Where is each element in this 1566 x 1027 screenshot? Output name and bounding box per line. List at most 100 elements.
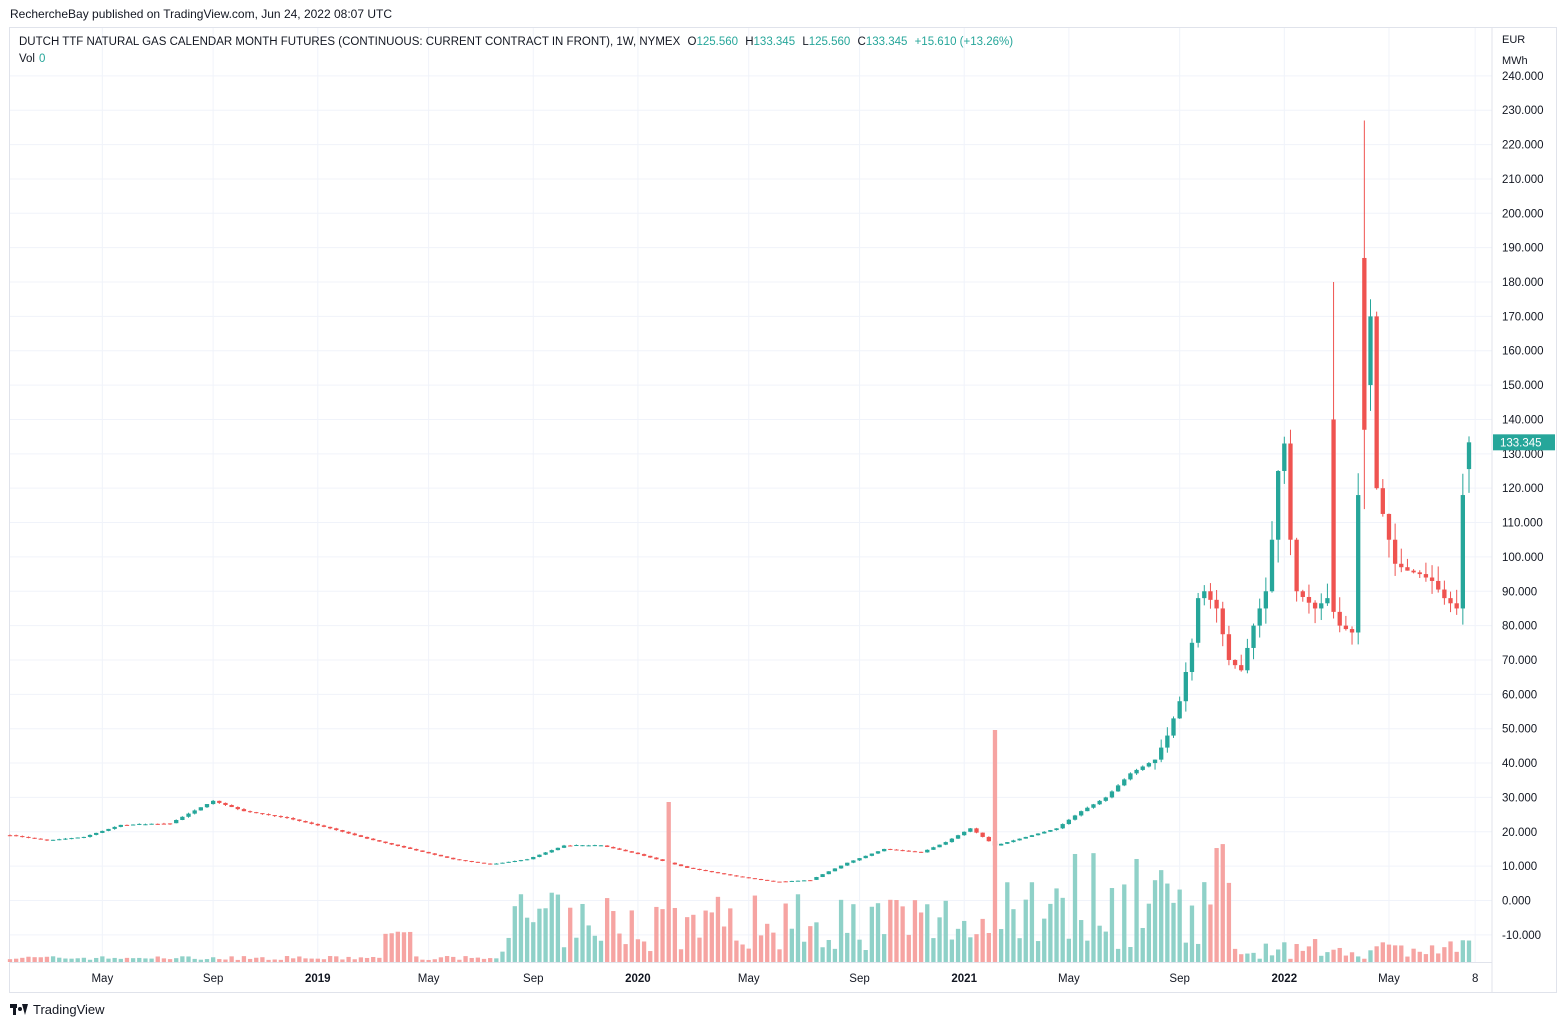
volume-bar (1115, 948, 1121, 962)
candle-body (672, 862, 678, 865)
candle-body (1454, 603, 1459, 609)
candle-body (1226, 634, 1232, 660)
y-tick-label: 100.000 (1502, 552, 1544, 564)
volume-bar (364, 957, 370, 962)
candle-body (463, 860, 468, 862)
candle-body (1079, 811, 1084, 816)
candle-body (420, 850, 425, 852)
volume-bar (648, 951, 653, 962)
candle-body (81, 836, 87, 838)
candle-body (1171, 718, 1176, 736)
x-tick-label: 2022 (1272, 973, 1298, 985)
candle-body (87, 834, 93, 837)
volume-bar (574, 937, 579, 962)
volume-bar (1091, 853, 1096, 962)
candle-body (38, 838, 43, 840)
candle-body (1109, 791, 1115, 798)
x-tick-label: 2019 (305, 973, 331, 985)
volume-bar (568, 907, 573, 962)
candle-body (130, 824, 136, 826)
volume-bar (161, 958, 167, 962)
volume-bar (87, 959, 93, 962)
tradingview-brand[interactable]: TradingView (10, 1002, 105, 1017)
candle-body (327, 826, 333, 829)
volume-bar (395, 931, 400, 962)
low-value: 125.560 (808, 36, 851, 48)
volume-bar (1343, 955, 1349, 962)
volume-bar (1054, 888, 1059, 962)
candle-body (14, 835, 19, 837)
candle-body (765, 879, 770, 881)
volume-bar (518, 894, 524, 962)
candle-body (1140, 766, 1145, 770)
y-tick-label: 160.000 (1502, 346, 1544, 358)
x-tick-label: May (1378, 973, 1400, 985)
volume-bar (180, 956, 185, 962)
candle-body (217, 800, 222, 803)
volume-bar (284, 956, 290, 962)
volume-bar (26, 956, 31, 962)
candle-body (1085, 807, 1090, 812)
candle-body (488, 863, 493, 865)
candle-body (1269, 539, 1275, 592)
volume-bar (1374, 946, 1379, 962)
volume-bar (1208, 904, 1213, 962)
x-tick-label: Sep (203, 973, 223, 985)
volume-bar (340, 959, 345, 962)
volume-bar (198, 959, 203, 962)
candle-body (1195, 598, 1201, 643)
candle-body (678, 864, 684, 867)
candle-body (1011, 840, 1016, 843)
candle-body (50, 839, 56, 841)
volume-bar (7, 959, 13, 962)
volume-bar (1226, 882, 1232, 962)
volume-bar (1183, 942, 1188, 962)
volume-bar (962, 920, 967, 962)
volume-bar (943, 900, 948, 962)
volume-bar (654, 906, 659, 962)
candle-body (734, 875, 739, 877)
symbol-legend[interactable]: DUTCH TTF NATURAL GAS CALENDAR MONTH FUT… (19, 36, 1013, 48)
candle-body (1251, 625, 1256, 648)
candle-body (882, 848, 887, 852)
candle-body (1128, 773, 1133, 780)
candle-body (1048, 830, 1053, 832)
volume-bar (949, 939, 955, 962)
y-tick-label: 180.000 (1502, 277, 1544, 289)
candle-body (660, 859, 665, 861)
candle-body (838, 865, 844, 869)
candle-body (832, 868, 838, 872)
x-tick-label: 2020 (625, 973, 651, 985)
volume-bar (475, 957, 481, 962)
volume-legend[interactable]: Vol 0 (19, 53, 45, 65)
candle-body (494, 863, 499, 865)
volume-bar (598, 940, 604, 962)
volume-bar (420, 959, 425, 962)
volume-bar (32, 957, 37, 962)
candle-body (549, 850, 554, 853)
candle-body (900, 850, 905, 852)
y-tick-label: 10.000 (1502, 861, 1537, 873)
x-tick-label: 2021 (951, 973, 977, 985)
volume-bar (1263, 943, 1269, 962)
volume-bar (401, 932, 407, 962)
candle-body (266, 814, 271, 816)
y-tick-label: 120.000 (1502, 483, 1544, 495)
candle-body (137, 823, 142, 825)
candle-body (475, 861, 481, 863)
volume-bar (1251, 952, 1256, 962)
candle-body (75, 837, 80, 839)
volume-bar (906, 934, 911, 962)
volume-bar (746, 948, 751, 962)
chart-frame (9, 27, 1557, 993)
candle-body (1294, 539, 1299, 592)
candle-body (426, 851, 431, 854)
volume-bar (734, 940, 739, 962)
candle-body (580, 845, 585, 847)
open-value: 125.560 (696, 36, 739, 48)
close-value: 133.345 (865, 36, 908, 48)
volume-bar (1349, 952, 1355, 962)
volume-bar (728, 908, 733, 962)
candle-body (174, 819, 179, 824)
